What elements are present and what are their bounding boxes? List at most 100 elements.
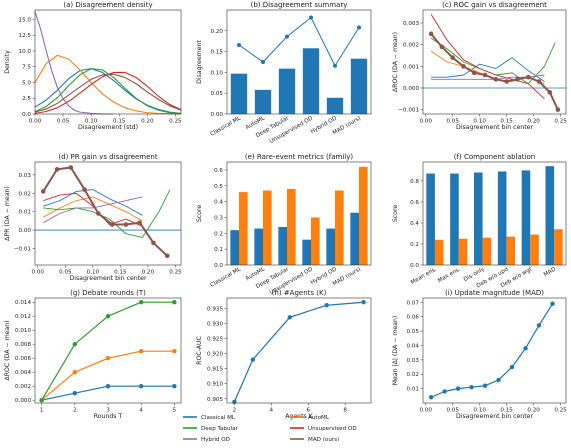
gain-line [42,166,168,257]
y-tick-label: 0.925 [207,336,223,342]
y-tick-label: 0.01 [407,387,420,393]
y-axis-label: ΔROC (DA − mean) [4,320,11,380]
y-tick-label: −0.001 [398,108,419,114]
x-tick-label: 0.15 [113,119,126,125]
summary-point [237,42,241,47]
series-point [455,386,461,391]
series-point [550,301,555,306]
x-tick-label: 0.25 [169,119,182,125]
y-tick-label: 0.6 [410,200,419,206]
y-tick-label: 0.10 [211,70,224,76]
y-tick-label: 0.008 [15,342,31,348]
panel-title: (e) Rare-event metrics (family) [245,153,353,161]
y-tick-label: 0.2 [214,231,223,237]
bar [545,166,555,265]
x-tick-label: 0.00 [419,408,432,414]
bar [426,173,435,265]
panel-title: (a) Disagreement density [63,1,152,9]
y-tick-label: 10.0 [19,49,32,55]
y-tick-label: 0.05 [407,329,420,335]
y-tick-label: 15.0 [19,17,32,23]
gain-point [40,189,46,194]
density-line [34,11,114,115]
gain-point [482,72,488,78]
y-tick-label: 12.5 [19,33,32,39]
series-point [138,300,144,305]
x-tick-label: 5 [173,408,177,414]
y-tick-label: 0.003 [403,21,419,27]
y-tick-label: 0.00 [19,228,32,234]
x-tick-label: MAD [543,267,557,279]
plot-frame [226,161,372,266]
y-tick-label: 0.20 [211,29,224,35]
bar [254,89,272,114]
y-axis-label: Disagreement [196,40,203,84]
bar [482,237,492,265]
gain-point [547,90,553,95]
gain-line [430,14,545,100]
bar [530,234,539,265]
gain-point [493,77,499,82]
summary-point [261,60,265,64]
y-tick-label: 0.4 [410,221,419,227]
legend-label: Unsupervised OD [308,426,357,432]
y-axis-label: ROC-AUC [196,336,203,365]
gain-point [68,165,74,170]
series-point [39,398,44,403]
x-tick-label: 1 [40,408,44,414]
bar [278,226,287,265]
series-point [138,349,144,354]
series-point [428,395,434,400]
y-tick-label: 0.02 [19,191,31,197]
x-tick-label: 0.10 [473,408,486,414]
gain-point [54,167,60,172]
series-point [72,370,78,375]
density-line [34,68,182,114]
series-point [287,315,292,320]
y-tick-label: 0.2 [410,242,419,248]
y-tick-label: 0.004 [15,370,31,376]
series-point [442,389,447,394]
panel-f-component-ablation: (f) Component ablation Score 0.0 0.2 0.4 0.6 0… [392,153,567,289]
plot-frame [422,9,567,115]
y-tick-label: 0.15 [211,50,224,56]
bar [326,97,344,114]
y-tick-label: 0.01 [19,210,32,216]
series-point [509,364,515,370]
x-tick-label: 0.15 [500,119,513,125]
legend-label: MAD (ours) [308,437,339,443]
x-tick-label: Classical ML [210,266,243,289]
gain-point [96,211,101,216]
bar [506,236,515,265]
gain-line [43,192,143,227]
bar [450,173,459,265]
y-tick-label: 0.910 [207,382,223,388]
summary-point [333,63,337,68]
y-tick-label: 0.002 [403,43,419,49]
plot-frame [34,161,182,266]
gain-point [555,107,561,112]
y-tick-label: 0.915 [207,367,223,373]
bar [434,239,444,265]
x-tick-label: 4 [270,408,274,414]
series-line [430,303,554,398]
gain-point [151,240,156,246]
y-tick-label: 2.5 [22,96,31,102]
x-tick-label: Mean ens. [410,266,438,286]
y-tick-label: 0.07 [407,300,420,306]
y-tick-label: 0.006 [15,356,31,362]
y-tick-label: 0.02 [407,372,419,378]
summary-point [357,25,361,30]
panel-a-disagreement-density: (a) Disagreement density Disagreement (st… [4,1,182,131]
summary-line [238,16,360,67]
series-point [482,383,488,388]
x-tick-label: 8 [343,408,347,414]
bar [278,68,296,114]
y-tick-label: 0.04 [407,343,420,349]
y-tick-label: 0.3 [214,215,223,221]
bar [359,166,368,265]
gain-point [515,77,520,82]
x-tick-label: 3 [106,408,110,414]
series-point [105,314,111,319]
panel-title: (f) Component ablation [454,153,535,161]
